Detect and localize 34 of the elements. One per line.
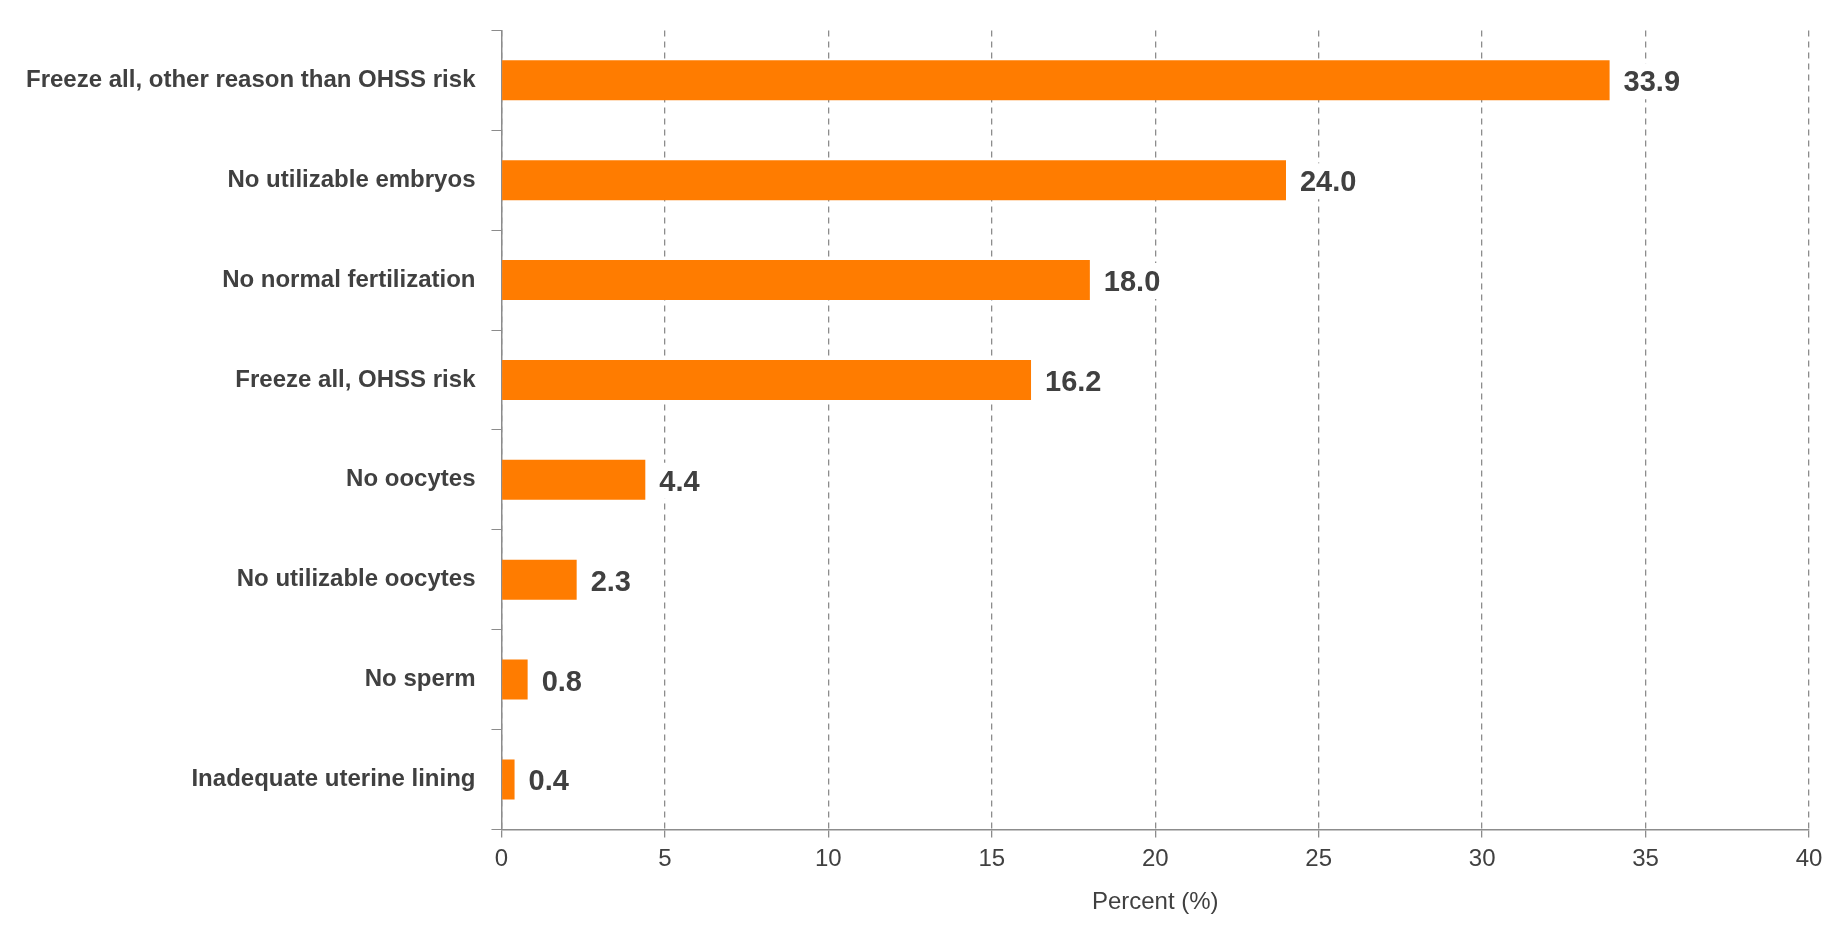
x-tick-label: 35 [1632,844,1659,872]
data-label: 2.3 [590,564,631,597]
y-tick-label: Freeze all, OHSS risk [235,364,477,392]
data-label: 16.2 [1045,364,1102,397]
y-tick-label: No sperm [364,664,476,692]
bar [502,459,646,500]
x-tick-label: 30 [1468,844,1496,872]
bar [502,659,528,700]
x-tick-label: 0 [494,844,509,872]
x-axis-title: Percent (%) [1091,887,1219,915]
y-tick-label: No utilizable oocytes [236,564,476,592]
bar [502,260,1090,301]
x-tick-label: 25 [1305,844,1333,872]
y-tick-label: Freeze all, other reason than OHSS risk [26,64,477,92]
x-tick-label: 5 [658,844,672,872]
bar [502,60,1610,101]
y-tick-label: No oocytes [346,464,476,492]
x-tick-label: 15 [978,844,1006,872]
y-tick-label: No utilizable embryos [227,164,476,192]
x-tick-label: 40 [1795,844,1823,872]
y-tick-label: No normal fertilization [222,264,476,292]
data-label: 0.8 [541,664,582,697]
data-label: 18.0 [1103,265,1161,298]
data-label: 4.4 [659,464,700,497]
y-tick-label: Inadequate uterine lining [191,764,476,792]
x-tick-label: 20 [1141,844,1169,872]
x-tick-label: 10 [815,844,842,872]
data-label: 24.0 [1299,165,1357,198]
bar [502,359,1032,400]
bar [502,759,515,800]
data-label: 33.9 [1623,65,1681,98]
data-label: 0.4 [528,764,569,797]
bar [502,160,1286,201]
bar [502,559,577,600]
